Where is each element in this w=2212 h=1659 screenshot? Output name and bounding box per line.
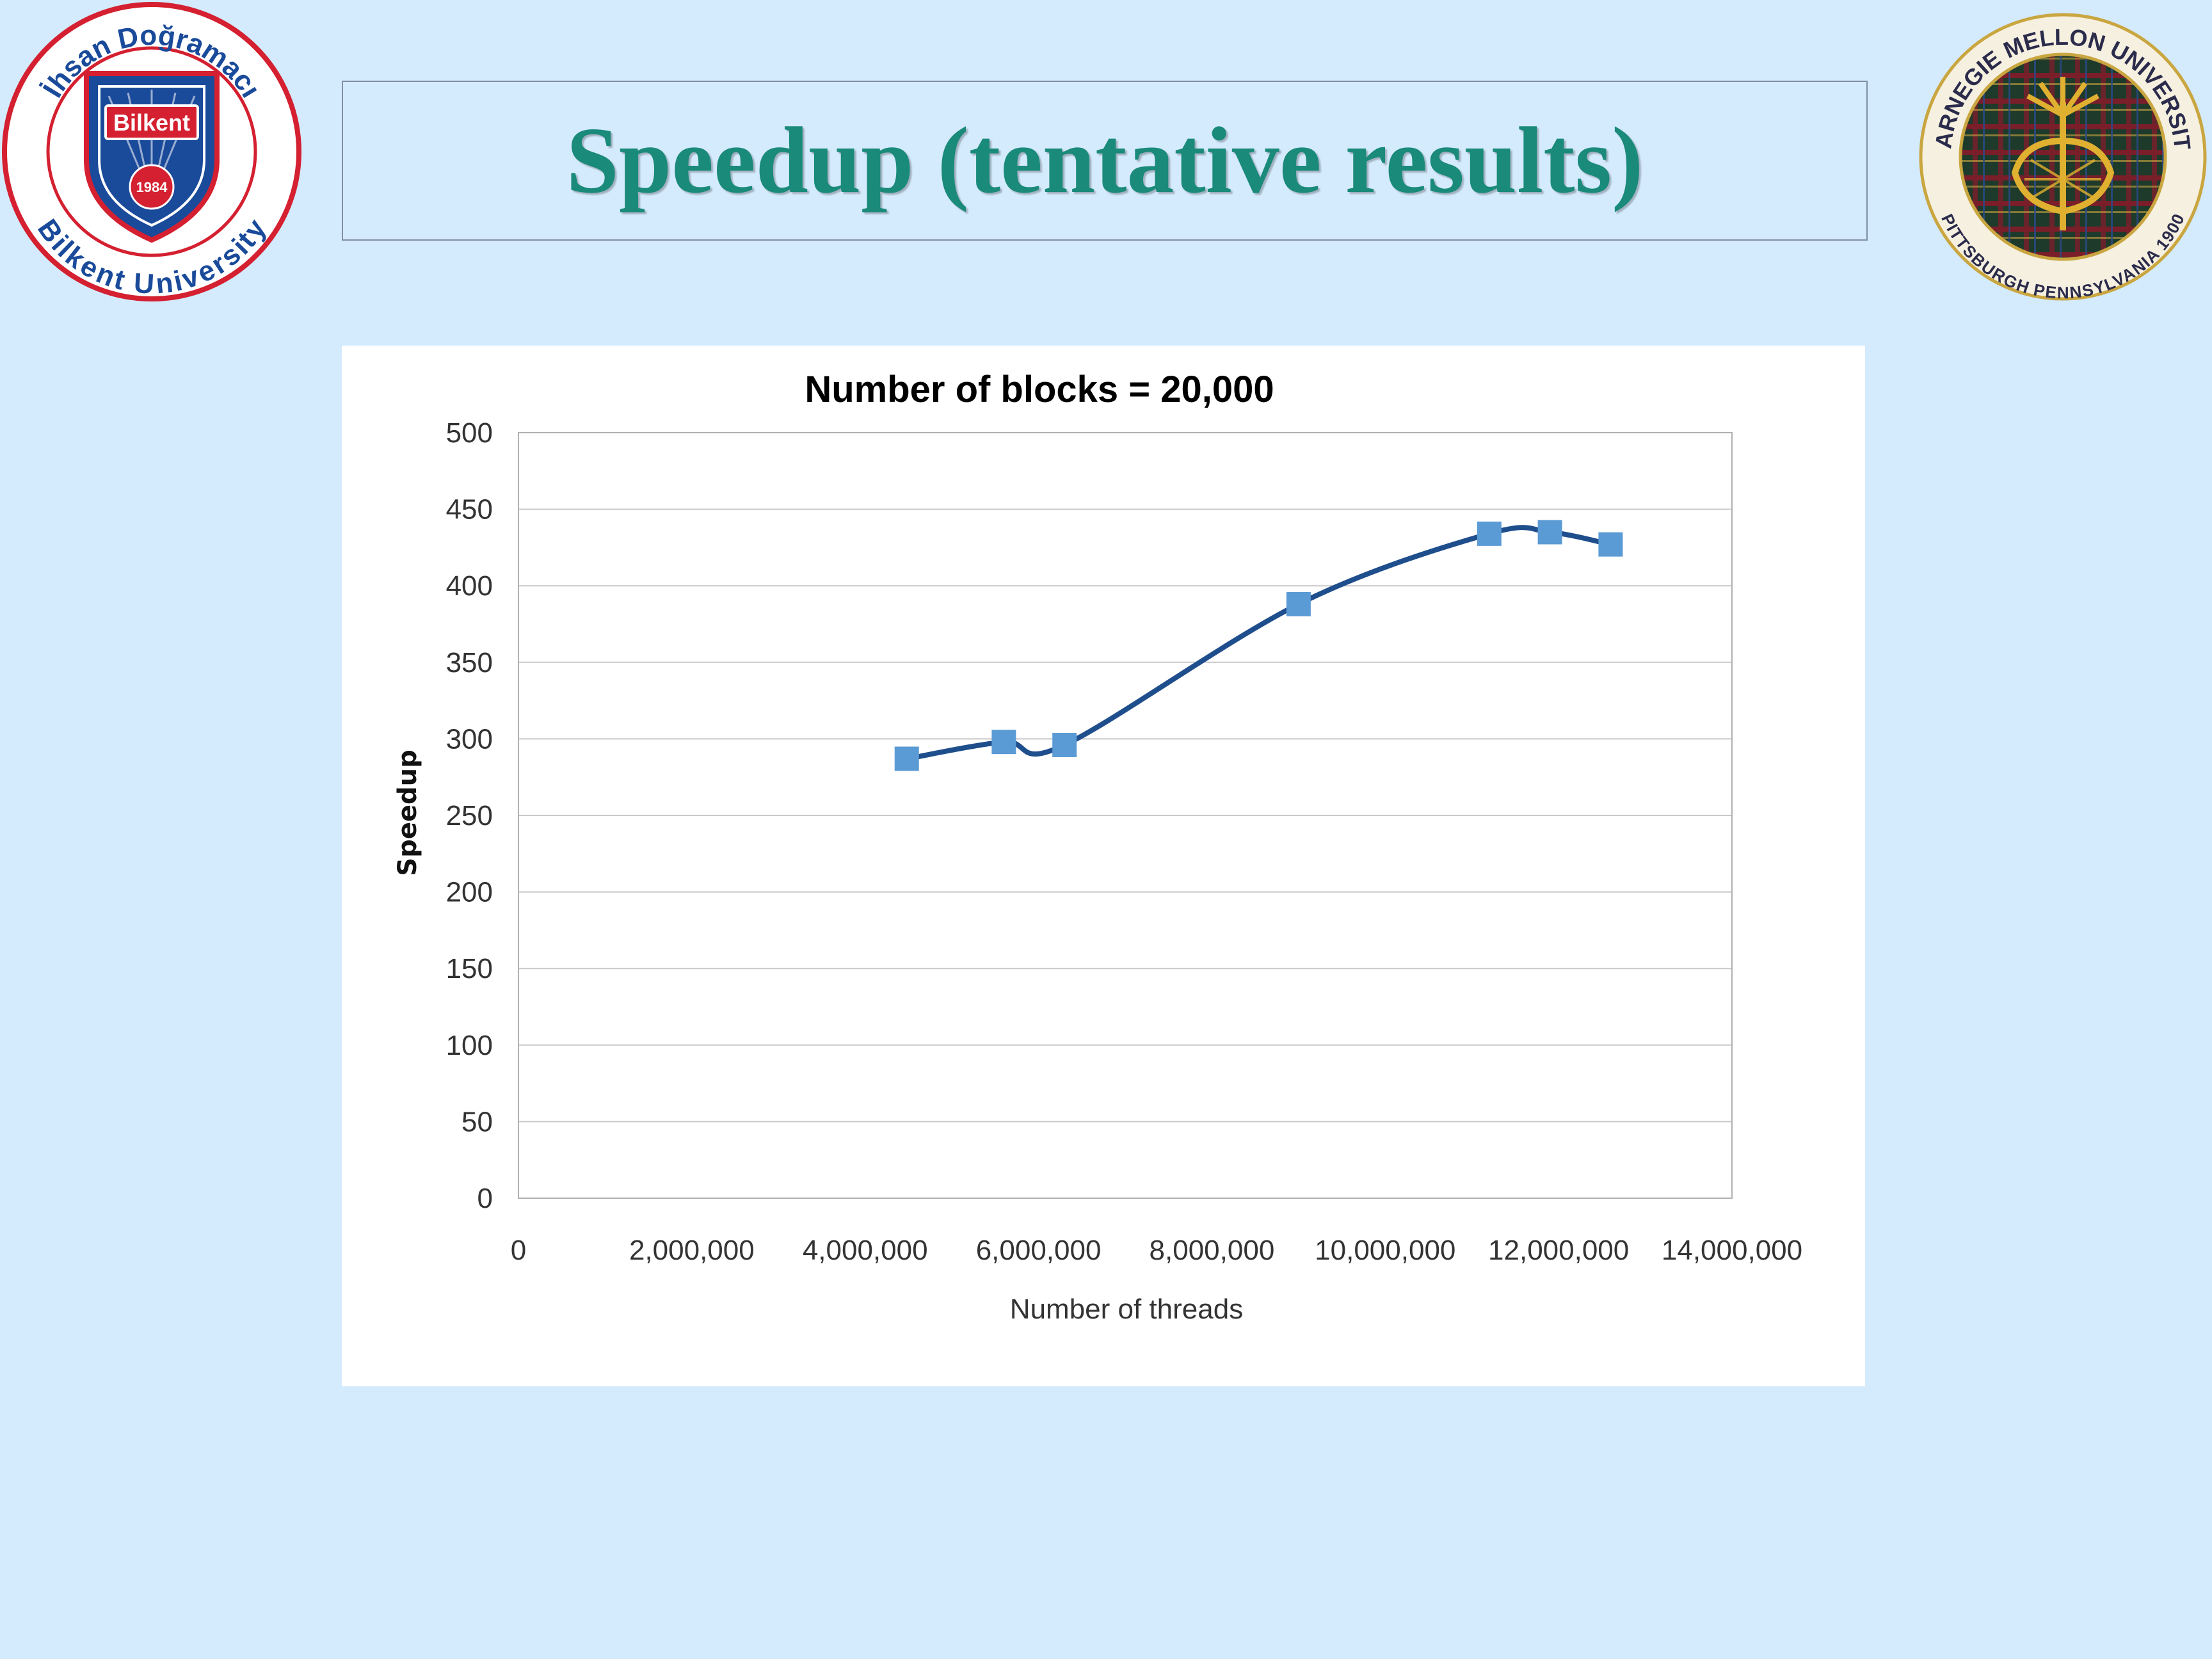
data-point-marker <box>1052 732 1077 757</box>
slide-title-box: Speedup (tentative results) <box>342 81 1868 241</box>
y-tick-label: 350 <box>446 647 493 678</box>
data-point-marker <box>1537 520 1562 545</box>
y-tick-label: 100 <box>446 1030 493 1061</box>
chart-title: Number of blocks = 20,000 <box>805 369 1274 410</box>
data-point-marker <box>1286 591 1311 616</box>
x-tick-label: 8,000,000 <box>1150 1235 1275 1266</box>
bilkent-year: 1984 <box>136 179 168 195</box>
series-line <box>906 525 1612 762</box>
y-tick-label: 50 <box>461 1106 493 1137</box>
cmu-seal: CARNEGIE MELLON UNIVERSITY PITTSBURGH PE… <box>1912 13 2207 301</box>
x-tick-label: 10,000,000 <box>1315 1235 1455 1266</box>
y-tick-label: 250 <box>446 800 493 831</box>
chart-grid <box>518 432 1732 1199</box>
data-point-marker <box>1598 532 1623 557</box>
data-point-marker <box>894 746 919 771</box>
y-tick-label: 300 <box>446 723 493 755</box>
y-tick-label: 500 <box>446 417 493 449</box>
y-tick-label: 200 <box>446 877 493 908</box>
y-axis-label: Speedup <box>393 749 422 876</box>
x-tick-label: 14,000,000 <box>1662 1235 1802 1266</box>
y-axis-ticks: 0 50 100 150 200 250 300 350 400 450 500 <box>446 417 493 1214</box>
data-point-marker <box>991 730 1016 755</box>
x-axis-ticks: 0 2,000,000 4,000,000 6,000,000 8,000,000 10,… <box>511 1235 1802 1266</box>
bilkent-logo: İhsan Doğramacı Bilkent University Bilke… <box>2 2 301 301</box>
series-group <box>894 520 1623 771</box>
x-axis-label: Number of threads <box>1010 1294 1243 1325</box>
data-point-marker <box>1477 521 1502 546</box>
bilkent-shield-text: Bilkent <box>113 109 190 136</box>
x-tick-label: 0 <box>511 1235 526 1266</box>
chart-panel: Number of blocks = 20,000 0 50 100 150 200 25… <box>342 346 1865 1386</box>
plot-area-frame <box>518 432 1733 1199</box>
slide-title: Speedup (tentative results) <box>566 108 1644 213</box>
x-tick-label: 2,000,000 <box>629 1235 755 1266</box>
y-tick-label: 450 <box>446 494 493 525</box>
x-tick-label: 12,000,000 <box>1488 1235 1629 1266</box>
speedup-chart: Number of blocks = 20,000 0 50 100 150 200 25… <box>393 369 1802 1325</box>
x-tick-label: 4,000,000 <box>803 1235 928 1266</box>
x-tick-label: 6,000,000 <box>976 1235 1102 1266</box>
y-tick-label: 150 <box>446 953 493 984</box>
y-tick-label: 400 <box>446 570 493 602</box>
y-tick-label: 0 <box>477 1183 493 1214</box>
